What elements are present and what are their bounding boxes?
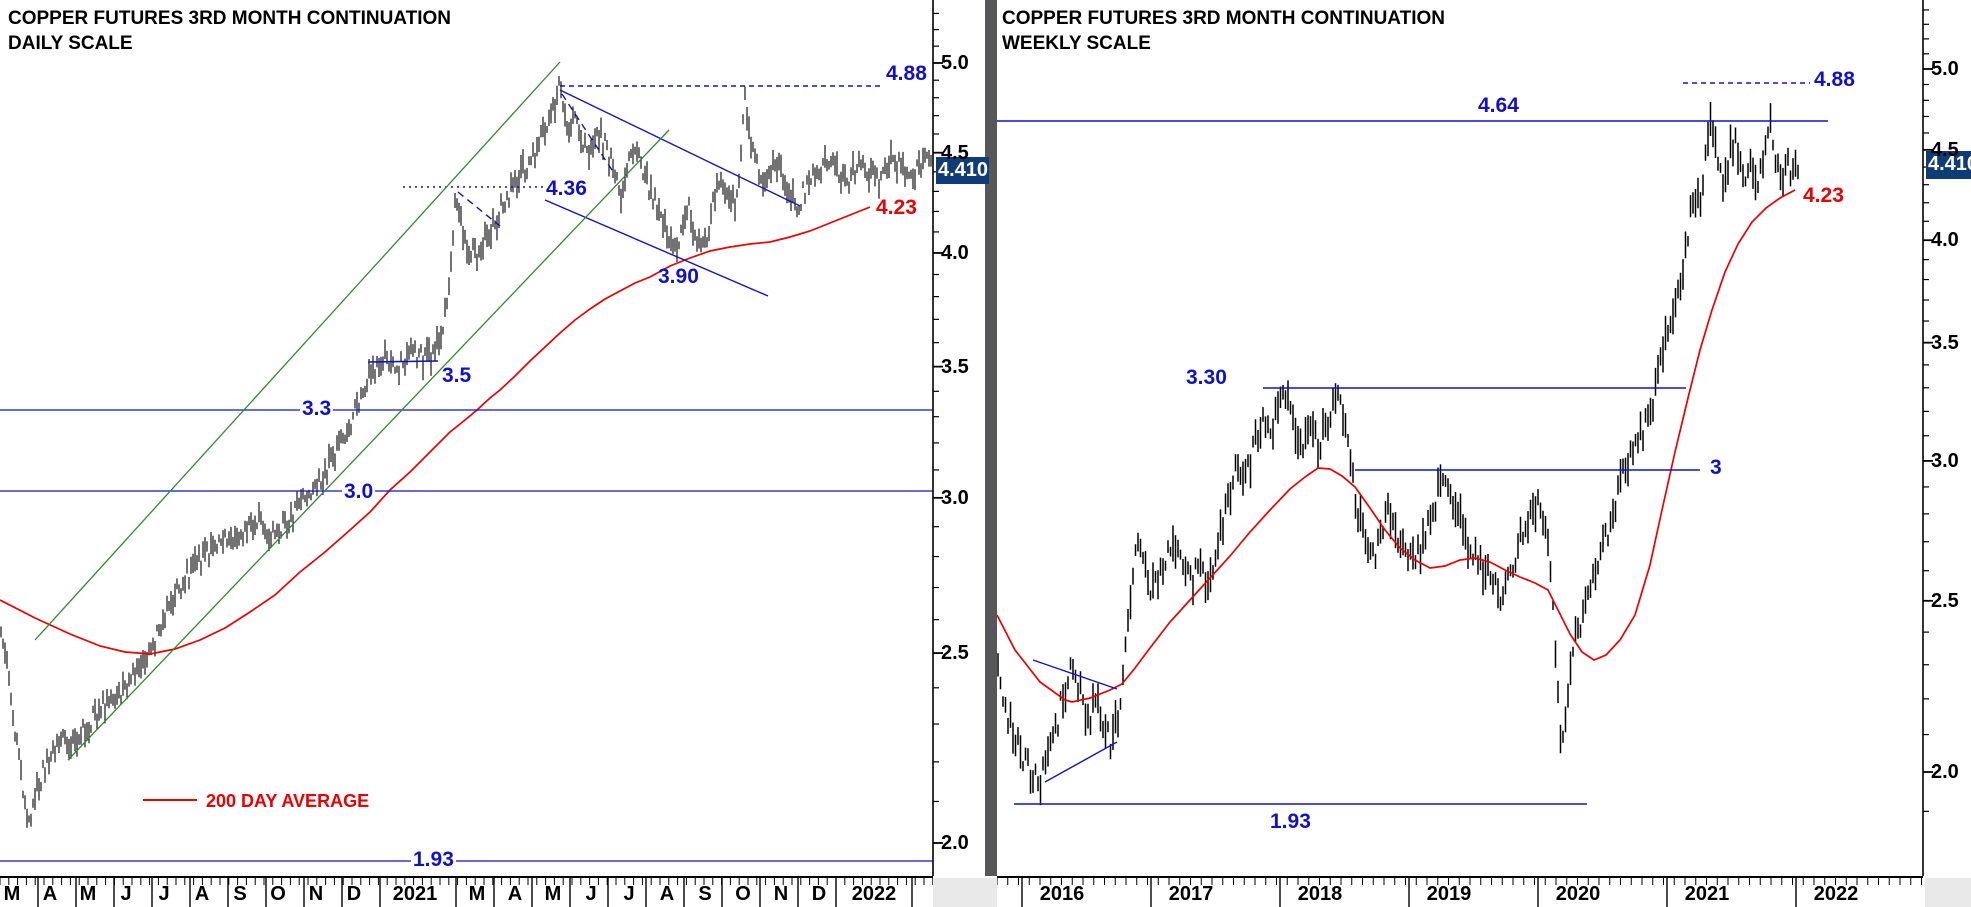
daily-x-label-M-2: M xyxy=(79,883,97,905)
daily-annotation-line-3 xyxy=(457,191,501,227)
right-axis-corner xyxy=(1925,878,1971,907)
weekly-annotation-label-4_88: 4.88 xyxy=(1814,68,1855,91)
daily-y-tick-label-4.0: 4.0 xyxy=(941,241,969,264)
daily-annotation-label-3_3: 3.3 xyxy=(300,397,334,421)
daily-annotation-line-11 xyxy=(67,129,670,761)
daily-annotation-label-4_23: 4.23 xyxy=(876,196,917,219)
daily-annotation-line-4 xyxy=(559,89,801,207)
daily-annotation-label-4_88: 4.88 xyxy=(886,62,927,85)
weekly-annotation-label-4_64: 4.64 xyxy=(1478,94,1519,117)
daily-chart-title: COPPER FUTURES 3RD MONTH CONTINUATION DA… xyxy=(8,6,451,56)
daily-x-label-J-3: J xyxy=(120,883,132,905)
daily-y-tick-label-4.5: 4.5 xyxy=(941,141,969,164)
weekly-y-tick-label-4.5: 4.5 xyxy=(1931,138,1959,161)
weekly-price-bars xyxy=(997,101,1799,806)
daily-annotation-label-3_90: 3.90 xyxy=(658,265,699,288)
daily-x-label-J-15: J xyxy=(623,883,635,905)
chart-divider xyxy=(985,0,997,876)
daily-x-label-A-16: A xyxy=(659,883,675,905)
weekly-annotation-label-3: 3 xyxy=(1710,456,1722,479)
weekly-plot-area xyxy=(997,101,1799,806)
daily-x-label-M-13: M xyxy=(544,883,562,905)
weekly-x-label-2020-4: 2020 xyxy=(1555,883,1601,905)
daily-annotation-line-10 xyxy=(34,61,561,641)
weekly-x-label-2021-5: 2021 xyxy=(1684,883,1730,905)
weekly-last-price-tag: 4.410 xyxy=(1926,151,1971,179)
daily-annotation-line-5 xyxy=(544,199,769,297)
weekly-x-label-2016-0: 2016 xyxy=(1039,883,1085,905)
daily-x-label-2021-10: 2021 xyxy=(392,883,438,905)
weekly-annotation-line-6 xyxy=(1044,741,1118,783)
daily-x-label-S-6: S xyxy=(233,883,247,905)
daily-annotation-label-3_0: 3.0 xyxy=(342,480,376,504)
weekly-x-label-2017-1: 2017 xyxy=(1168,883,1214,905)
daily-x-label-2022-21: 2022 xyxy=(851,883,897,905)
weekly-annotation-label-3_30: 3.30 xyxy=(1186,366,1227,389)
daily-y-tick-label-2.0: 2.0 xyxy=(941,832,969,854)
weekly-x-label-2022-6: 2022 xyxy=(1813,883,1859,905)
weekly-y-tick-label-4.0: 4.0 xyxy=(1931,229,1959,252)
daily-x-label-N-19: N xyxy=(773,883,789,905)
daily-x-axis xyxy=(0,876,933,878)
weekly-x-axis xyxy=(997,876,1923,878)
daily-annotation-label-1_93: 1.93 xyxy=(411,848,456,872)
weekly-annotation-label-1_93: 1.93 xyxy=(1268,810,1313,834)
daily-plot-area xyxy=(0,76,932,828)
daily-moving-average-line xyxy=(0,206,871,655)
daily-x-label-J-4: J xyxy=(158,883,170,905)
daily-x-label-A-5: A xyxy=(194,883,210,905)
weekly-y-tick-label-5.0: 5.0 xyxy=(1931,58,1959,80)
weekly-title-line1: COPPER FUTURES 3RD MONTH CONTINUATION xyxy=(1002,8,1445,29)
daily-x-label-S-17: S xyxy=(698,883,712,905)
average-legend-label: 200 DAY AVERAGE xyxy=(206,791,370,811)
daily-y-tick-label-3.0: 3.0 xyxy=(941,486,969,509)
weekly-title-line2: WEEKLY SCALE xyxy=(1002,33,1151,54)
weekly-y-tick-label-3.0: 3.0 xyxy=(1931,449,1959,472)
daily-y-tick-label-2.5: 2.5 xyxy=(941,642,969,665)
daily-x-label-D-9: D xyxy=(346,883,362,905)
daily-last-price-tag: 4.410 xyxy=(936,157,989,184)
average-legend-swatch xyxy=(143,799,197,801)
daily-y-tick-label-5.0: 5.0 xyxy=(941,52,969,74)
daily-x-label-M-0: M xyxy=(3,883,21,905)
daily-x-label-J-14: J xyxy=(585,883,597,905)
daily-x-label-A-12: A xyxy=(507,883,523,905)
daily-annotation-line-2 xyxy=(561,93,613,171)
daily-price-bars xyxy=(0,76,932,828)
daily-annotation-label-3_5: 3.5 xyxy=(442,364,472,387)
daily-x-label-N-8: N xyxy=(308,883,324,905)
weekly-moving-average-line xyxy=(997,189,1796,703)
daily-title-line1: COPPER FUTURES 3RD MONTH CONTINUATION xyxy=(8,8,451,29)
daily-annotation-line-6 xyxy=(367,360,439,363)
daily-x-label-M-11: M xyxy=(468,883,486,905)
weekly-chart-title: COPPER FUTURES 3RD MONTH CONTINUATION WE… xyxy=(1002,6,1445,56)
weekly-x-label-2019-3: 2019 xyxy=(1426,883,1472,905)
daily-x-label-A-1: A xyxy=(42,883,58,905)
weekly-y-tick-label-3.5: 3.5 xyxy=(1931,331,1959,354)
daily-annotation-label-4_36: 4.36 xyxy=(546,177,587,200)
daily-y-tick-label-3.5: 3.5 xyxy=(941,355,969,378)
daily-x-label-O-7: O xyxy=(270,883,286,905)
daily-x-label-D-20: D xyxy=(811,883,827,905)
daily-title-line2: DAILY SCALE xyxy=(8,33,133,54)
weekly-x-label-2018-2: 2018 xyxy=(1297,883,1343,905)
daily-x-label-O-18: O xyxy=(735,883,751,905)
weekly-y-tick-label-2.5: 2.5 xyxy=(1931,589,1959,612)
weekly-annotation-line-5 xyxy=(1032,659,1118,690)
left-axis-corner xyxy=(933,878,997,907)
weekly-annotation-label-4_23: 4.23 xyxy=(1803,184,1844,207)
weekly-y-tick-label-2.0: 2.0 xyxy=(1931,761,1959,783)
